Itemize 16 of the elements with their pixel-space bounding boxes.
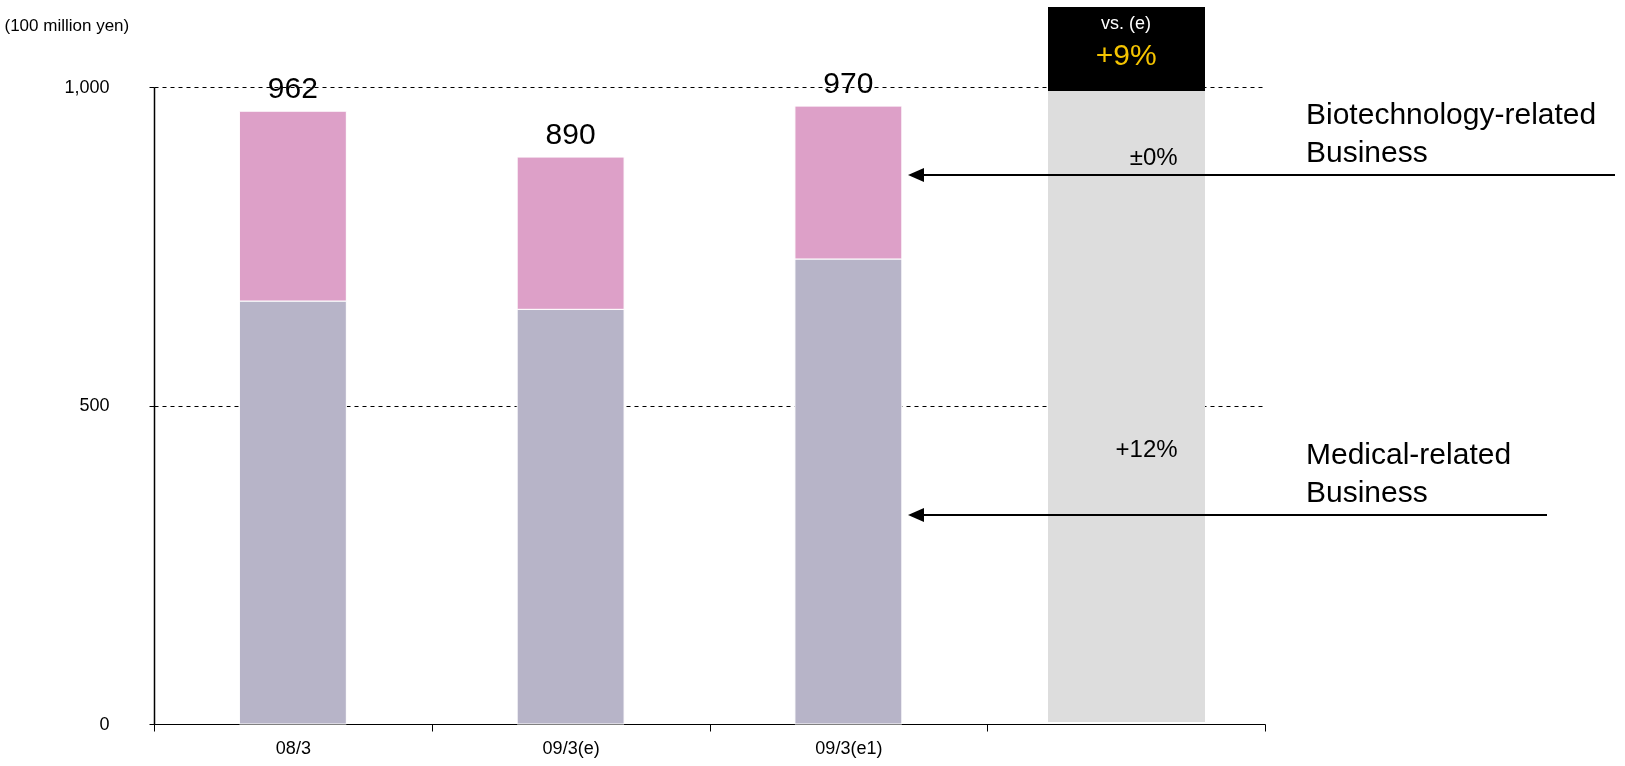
- y-tick-label: 500: [79, 395, 110, 415]
- annotation: +12%: [1114, 435, 1178, 462]
- text: +9%: [1094, 38, 1158, 71]
- x-tick-label: 09/3(e): [542, 737, 600, 758]
- annotation: ±0%: [1128, 143, 1178, 170]
- total-label: 962: [267, 71, 318, 105]
- y-tick-label: 0: [99, 713, 110, 734]
- total-label: 890: [545, 117, 596, 151]
- total-label: 970: [823, 66, 874, 100]
- y-tick-label: 1,000: [64, 76, 110, 97]
- text: vs. (e): [1100, 13, 1153, 33]
- x-tick-label: 09/3(e1): [815, 737, 883, 758]
- text: Biotechnology-related Business: [1306, 95, 1597, 170]
- x-tick-label: 08/3: [275, 737, 311, 758]
- y-axis-title: (100 million yen): [4, 15, 130, 35]
- text: Medical-related Business: [1306, 435, 1512, 510]
